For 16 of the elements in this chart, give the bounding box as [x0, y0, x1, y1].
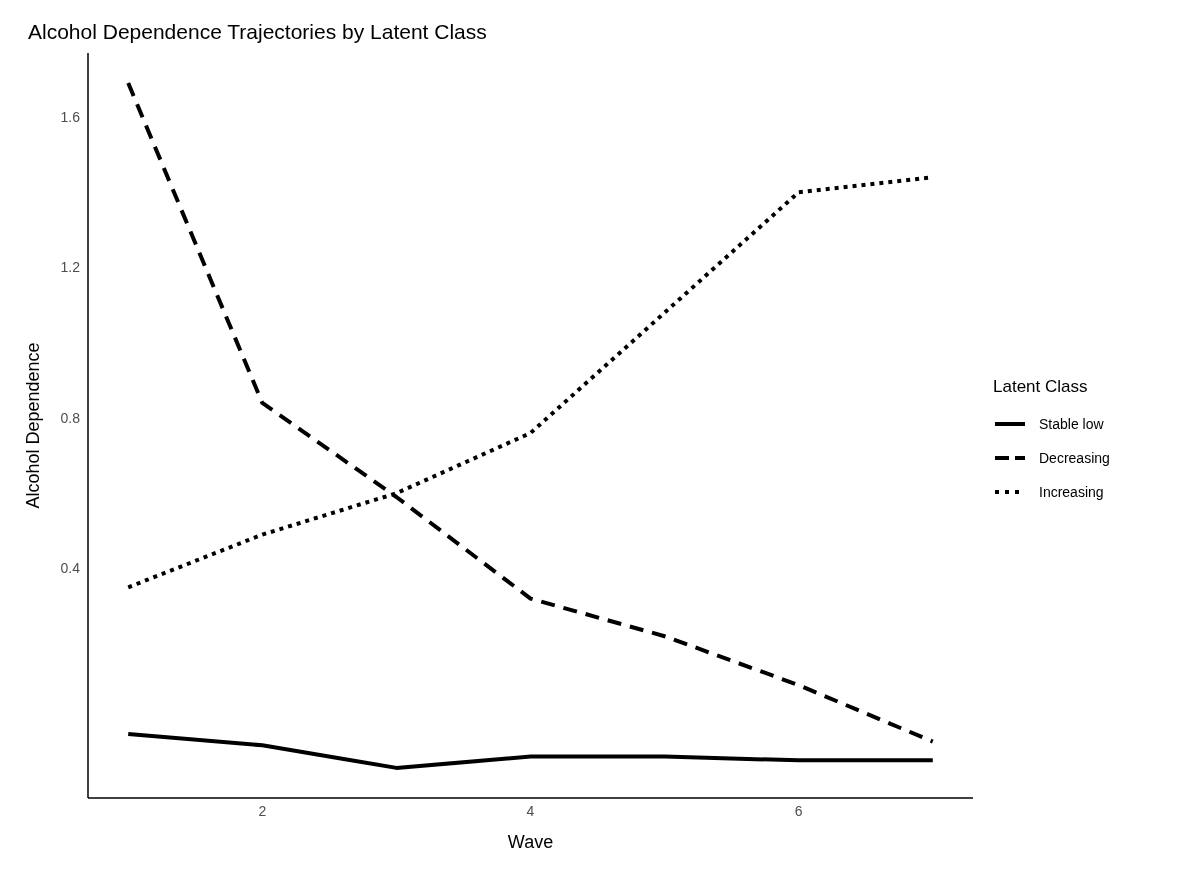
y-tick-label: 1.6 — [60, 108, 81, 125]
x-tick-label: 6 — [794, 802, 803, 819]
x-axis-title: Wave — [507, 832, 554, 852]
x-tick-label: 2 — [258, 802, 267, 819]
y-tick-label: 1.2 — [60, 259, 81, 276]
chart-title: Alcohol Dependence Trajectories by Latent Class — [28, 20, 487, 44]
y-axis-title: Alcohol Dependence — [23, 342, 44, 509]
legend-label: Decreasing — [1039, 450, 1110, 466]
x-tick-label: 4 — [526, 802, 535, 819]
y-tick-label: 0.4 — [60, 560, 81, 577]
line-series — [126, 732, 935, 770]
legend-title: Latent Class — [993, 377, 1089, 397]
line-series — [126, 81, 935, 744]
y-tick-label: 0.8 — [60, 409, 81, 426]
legend-label: Stable low — [1039, 416, 1104, 432]
legend-label: Increasing — [1039, 484, 1104, 500]
